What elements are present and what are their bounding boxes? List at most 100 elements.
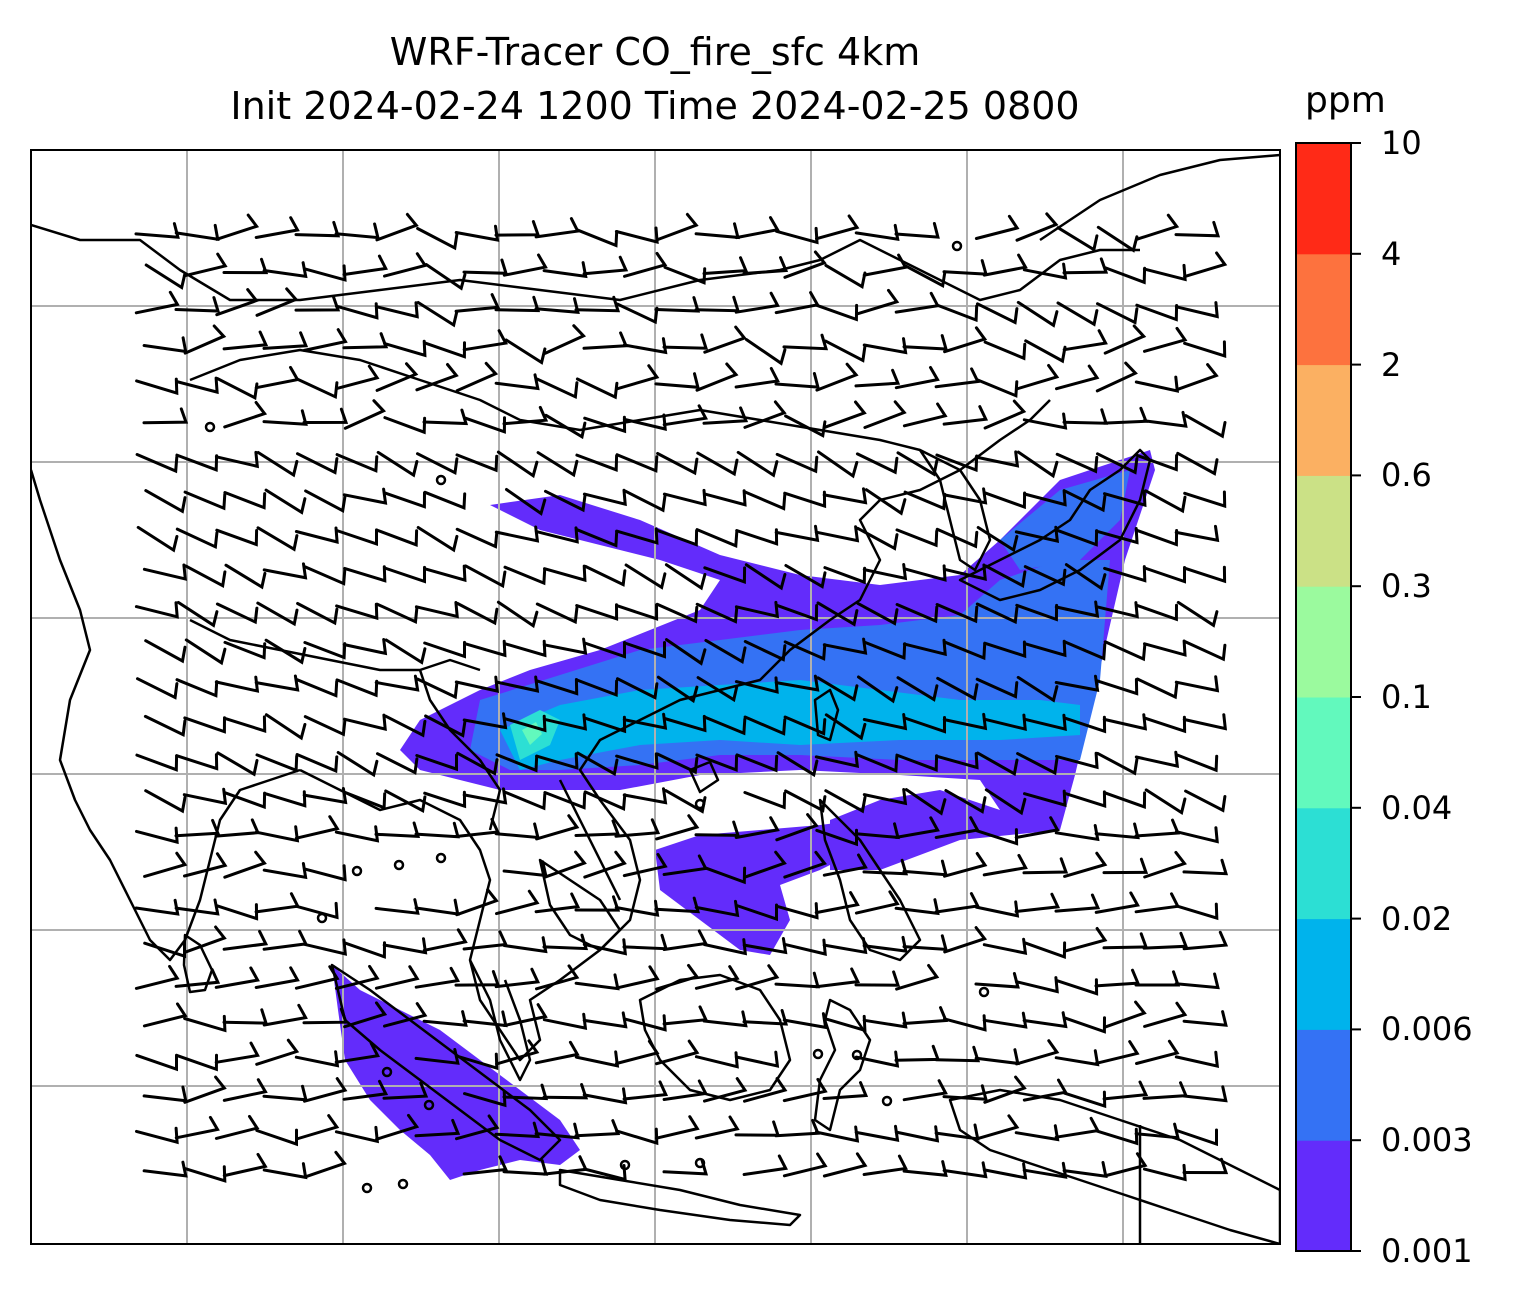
wind-barb: [1096, 452, 1139, 475]
wind-barb: [1103, 1152, 1148, 1178]
wind-barb: [183, 925, 227, 954]
wind-barb: [615, 527, 659, 545]
wind-barb: [142, 1002, 188, 1028]
wind-barb: [423, 640, 466, 659]
wind-barb: [375, 602, 419, 624]
colorbar-tick-label: 4: [1381, 234, 1402, 273]
wind-barb: [414, 1048, 460, 1065]
calm-wind-marker: [978, 986, 990, 998]
wind-barb: [175, 453, 219, 472]
wind-barb: [1143, 566, 1186, 584]
wind-barb: [1022, 857, 1069, 875]
wind-barb: [935, 303, 979, 323]
colorbar-tick-label: 0.6: [1381, 456, 1432, 495]
colorbar-tick-label: 0.02: [1381, 899, 1453, 938]
wind-barb: [702, 406, 749, 425]
wind-barb: [1015, 212, 1059, 242]
wind-barb: [182, 252, 228, 278]
colorbar-segment: [1296, 586, 1351, 698]
wind-barb: [264, 488, 307, 515]
wind-barb: [662, 404, 709, 427]
wind-barb: [423, 790, 467, 809]
colorbar-unit-label: ppm: [1305, 80, 1386, 121]
colorbar-segment: [1296, 697, 1351, 809]
wind-barb: [534, 297, 580, 314]
wind-barb: [383, 339, 427, 358]
wind-barb: [455, 453, 499, 473]
wind-barb: [543, 791, 587, 810]
wind-barb: [214, 966, 260, 989]
wind-barb: [862, 337, 908, 355]
wind-barb: [662, 1079, 708, 1101]
wind-barb: [343, 790, 387, 810]
wind-barb: [1015, 1039, 1060, 1066]
wind-barb: [622, 1080, 669, 1101]
colorbar-segment: [1296, 1029, 1351, 1141]
wind-barb: [745, 338, 787, 366]
wind-barb: [262, 331, 309, 350]
wind-barb: [1134, 1122, 1180, 1140]
wind-barb: [415, 363, 459, 392]
wind-barb: [694, 1115, 740, 1140]
wind-barb: [1176, 600, 1219, 628]
wind-barb: [382, 937, 428, 955]
wind-barb: [375, 1113, 420, 1141]
wind-barb: [423, 564, 467, 583]
colorbar-tick-label: 0.04: [1381, 788, 1453, 827]
wind-barb: [703, 715, 747, 736]
wind-barb: [982, 1162, 1028, 1180]
wind-barb: [975, 602, 1019, 625]
wind-barb: [294, 220, 341, 238]
wind-barb: [783, 490, 827, 509]
wind-barb: [215, 288, 259, 317]
wind-barb: [943, 640, 987, 661]
wind-barb: [503, 790, 547, 811]
korea: [918, 448, 992, 572]
wind-barb: [1063, 715, 1107, 734]
wind-barb: [1064, 563, 1107, 591]
wind-barb: [142, 1160, 188, 1178]
wind-barb: [343, 565, 387, 583]
wind-barb: [214, 450, 260, 469]
wind-barb: [743, 715, 787, 736]
wind-barb: [976, 302, 1019, 325]
wind-barb: [142, 407, 189, 425]
wind-barb: [342, 1079, 389, 1101]
wind-barb: [575, 453, 619, 472]
wind-barb: [1182, 930, 1229, 951]
wind-barb: [702, 256, 749, 275]
wind-barb: [1142, 1163, 1187, 1182]
wind-barb: [935, 527, 979, 549]
wind-barb: [1135, 303, 1179, 322]
wind-barb: [776, 751, 819, 778]
calm-wind-marker: [435, 852, 447, 864]
wind-barb: [942, 1084, 988, 1101]
wind-barb: [255, 1038, 300, 1066]
wind-barb: [583, 715, 627, 734]
wind-barb: [815, 303, 859, 322]
wind-barb: [494, 295, 541, 313]
wind-barb: [454, 293, 501, 313]
wind-barb: [902, 1160, 948, 1178]
wind-barb: [735, 903, 778, 922]
wind-barb: [374, 821, 421, 839]
wind-barb: [1056, 301, 1099, 327]
wind-barb: [143, 940, 187, 959]
colorbar-segment: [1296, 918, 1351, 1030]
wind-barb: [822, 937, 868, 955]
wind-barb: [975, 378, 1019, 398]
wind-barb: [296, 452, 339, 475]
wind-barb: [582, 488, 627, 507]
wind-barb: [342, 638, 388, 656]
wind-barb: [422, 1010, 468, 1027]
wind-barb: [984, 564, 1027, 589]
wind-barb: [857, 675, 899, 704]
wind-barb: [135, 826, 179, 845]
wind-barb: [615, 603, 659, 621]
colorbar-segment: [1296, 253, 1351, 366]
wind-barb: [654, 1115, 700, 1140]
wind-barb: [1142, 410, 1188, 428]
wind-barb: [862, 1011, 908, 1029]
wind-barb: [135, 453, 179, 474]
wind-barb: [583, 641, 626, 659]
